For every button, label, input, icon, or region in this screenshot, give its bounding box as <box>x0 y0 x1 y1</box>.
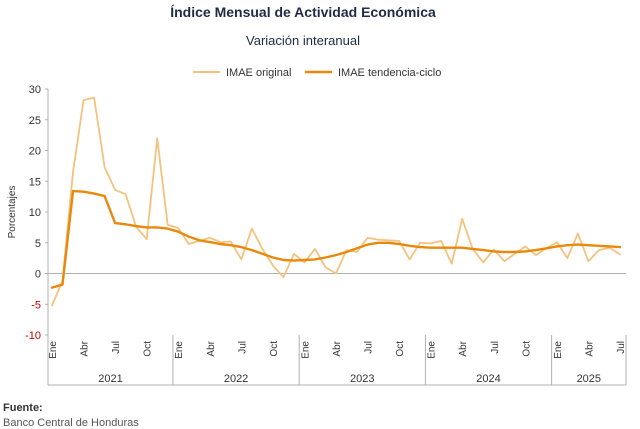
chart-subtitle: Variación interanual <box>246 33 360 48</box>
year-label: 2022 <box>224 373 248 385</box>
year-label: 2025 <box>577 373 601 385</box>
source-text: Banco Central de Honduras <box>3 417 139 429</box>
month-tick-label: Jul <box>237 341 248 354</box>
y-tick-label: 30 <box>29 84 41 96</box>
y-tick-label: 20 <box>29 146 41 158</box>
y-tick-label: 15 <box>29 176 41 188</box>
month-tick-label: Abr <box>584 340 595 356</box>
month-tick-label: Oct <box>269 341 280 357</box>
y-tick-label: 5 <box>35 238 41 250</box>
month-tick-label: Oct <box>395 341 406 357</box>
y-tick-label: 25 <box>29 115 41 127</box>
chart-title: Índice Mensual de Actividad Económica <box>170 4 436 20</box>
y-axis-title: Porcentajes <box>7 186 18 239</box>
legend-label: IMAE tendencia-ciclo <box>338 67 441 79</box>
year-label: 2024 <box>476 373 500 385</box>
month-tick-label: Ene <box>427 341 438 359</box>
month-tick-label: Jul <box>111 341 122 354</box>
month-tick-label: Ene <box>300 341 311 359</box>
y-tick-label: 0 <box>35 269 41 281</box>
year-label: 2021 <box>98 373 122 385</box>
month-tick-label: Ene <box>553 341 564 359</box>
y-tick-label: -10 <box>25 330 41 342</box>
month-tick-label: Oct <box>143 341 154 357</box>
month-tick-label: Ene <box>48 341 59 359</box>
y-tick-label: -5 <box>31 299 41 311</box>
month-tick-label: Oct <box>521 341 532 357</box>
series-line-imae-original <box>51 96 621 307</box>
legend-label: IMAE original <box>226 67 291 79</box>
year-label: 2023 <box>350 373 374 385</box>
month-tick-label: Abr <box>206 340 217 356</box>
month-tick-label: Abr <box>80 340 91 356</box>
month-tick-label: Jul <box>616 341 627 354</box>
month-tick-label: Jul <box>364 341 375 354</box>
series-line-imae-tendencia-ciclo <box>50 189 622 289</box>
y-tick-label: 10 <box>29 207 41 219</box>
month-tick-label: Jul <box>490 341 501 354</box>
month-tick-label: Abr <box>458 340 469 356</box>
month-tick-label: Ene <box>174 341 185 359</box>
month-tick-label: Abr <box>332 340 343 356</box>
source-label: Fuente: <box>3 402 43 414</box>
